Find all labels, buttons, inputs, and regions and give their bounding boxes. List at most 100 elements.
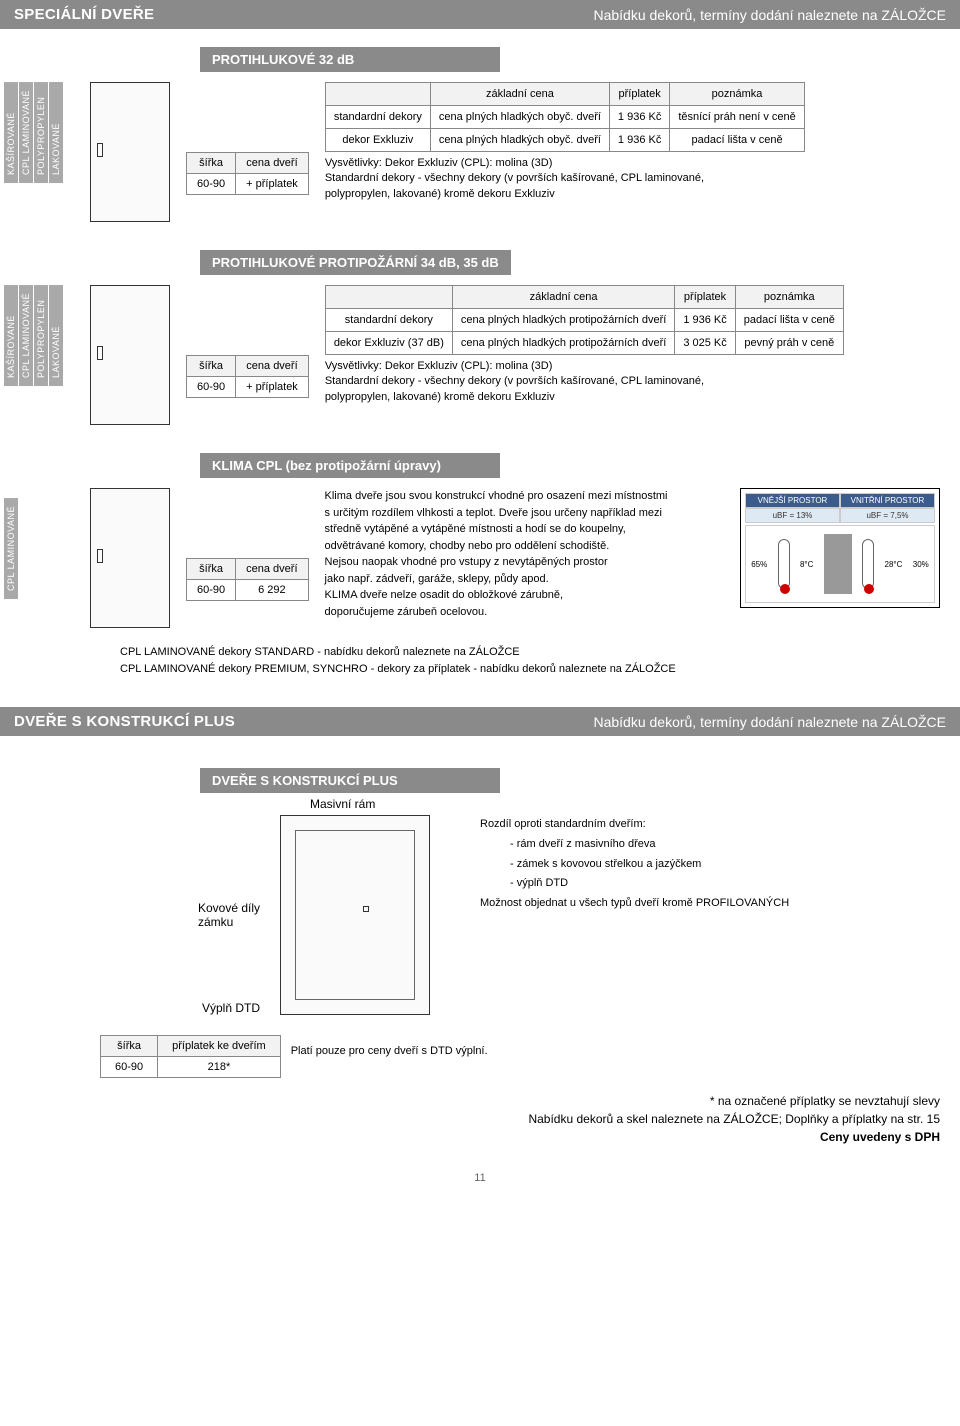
desc-line: doporučujeme zárubeň ocelovou. [325, 604, 724, 621]
cell: 60-90 [187, 174, 236, 195]
footer-line: * na označené příplatky se nevztahují sl… [20, 1092, 940, 1110]
desc-line: jako např. zádveří, garáže, sklepy, půdy… [325, 571, 724, 588]
cell: 218* [158, 1057, 281, 1078]
diagram-label: Výplň DTD [202, 1001, 260, 1015]
klima-description: Klima dveře jsou svou konstrukcí vhodné … [325, 488, 724, 620]
diagram-label: Kovové díly zámku [198, 901, 278, 930]
desc-line: středně vytápěné a vytápěné místnosti a … [325, 521, 724, 538]
diff-line: - výplň DTD [480, 874, 789, 894]
mini-table: šířkacena dveří 60-90+ příplatek [186, 152, 309, 195]
diag-value: uBF = 7,5% [840, 508, 935, 523]
cell: standardní dekory [325, 106, 430, 129]
cell: dekor Exkluziv [325, 129, 430, 152]
cell: 60-90 [187, 580, 236, 601]
cell: základní cena [452, 286, 674, 309]
cell: cena plných hladkých obyč. dveří [430, 106, 609, 129]
cell: příplatek [609, 83, 669, 106]
cell: těsnící práh není v ceně [670, 106, 804, 129]
page-title: SPECIÁLNÍ DVEŘE [14, 6, 154, 23]
desc-line: Nejsou naopak vhodné pro vstupy z nevytá… [325, 554, 724, 571]
cell: standardní dekory [325, 309, 452, 332]
vtag: LAKOVANÉ [49, 285, 63, 386]
door-icon [90, 285, 170, 425]
note-line: Vysvětlivky: Dekor Exkluziv (CPL): molin… [325, 156, 940, 171]
band-protihlukove-32: PROTIHLUKOVÉ 32 dB [200, 47, 500, 72]
notes: Vysvětlivky: Dekor Exkluziv (CPL): molin… [325, 359, 940, 405]
cell: cena plných hladkých obyč. dveří [430, 129, 609, 152]
diag-value: 8°C [800, 560, 813, 569]
section-subtitle: Nabídku dekorů, termíny dodání naleznete… [593, 714, 946, 730]
vertical-tags: KAŠÍROVANÉ CPL LAMINOVANÉ POLYPROPYLEN L… [4, 82, 63, 183]
decor-notes: CPL LAMINOVANÉ dekory STANDARD - nabídku… [120, 644, 940, 677]
plus-differences: Rozdíl oproti standardním dveřím: - rám … [480, 815, 789, 914]
cell: 1 936 Kč [609, 129, 669, 152]
cell: 1 936 Kč [675, 309, 735, 332]
price-table: základní cenapříplatekpoznámka standardn… [325, 285, 844, 355]
note-line: CPL LAMINOVANÉ dekory STANDARD - nabídku… [120, 644, 940, 661]
page-number: 11 [0, 1166, 960, 1190]
cell: cena dveří [236, 153, 309, 174]
cell: cena plných hladkých protipožárních dveř… [452, 332, 674, 355]
diff-line: Možnost objednat u všech typů dveří krom… [480, 894, 789, 914]
cell: padací lišta v ceně [670, 129, 804, 152]
band-klima: KLIMA CPL (bez protipožární úpravy) [200, 453, 500, 478]
cell: šířka [187, 153, 236, 174]
price-table: základní cenapříplatekpoznámka standardn… [325, 82, 805, 152]
vertical-tags: KAŠÍROVANÉ CPL LAMINOVANÉ POLYPROPYLEN L… [4, 285, 63, 386]
mini-table: šířkacena dveří 60-90+ příplatek [186, 355, 309, 398]
section-header-special: SPECIÁLNÍ DVEŘE Nabídku dekorů, termíny … [0, 0, 960, 29]
vtag: LAKOVANÉ [49, 82, 63, 183]
diff-heading: Rozdíl oproti standardním dveřím: [480, 815, 789, 835]
vertical-tags: CPL LAMINOVANÉ [4, 498, 18, 599]
cell: cena dveří [236, 356, 309, 377]
page-subtitle: Nabídku dekorů, termíny dodání naleznete… [593, 7, 946, 23]
note-line: Vysvětlivky: Dekor Exkluziv (CPL): molin… [325, 359, 940, 374]
cell: 60-90 [101, 1057, 158, 1078]
section-klima: CPL LAMINOVANÉ šířkacena dveří 60-906 29… [0, 488, 960, 707]
section-32db: KAŠÍROVANÉ CPL LAMINOVANÉ POLYPROPYLEN L… [0, 82, 960, 232]
note-line: polypropylen, lakované) kromě dekoru Exk… [325, 187, 940, 202]
klima-diagram: VNĚJŠÍ PROSTOR VNITŘNÍ PROSTOR uBF = 13%… [740, 488, 940, 608]
mini-table: šířkacena dveří 60-906 292 [186, 558, 309, 601]
cell: padací lišta v ceně [735, 309, 843, 332]
vtag: KAŠÍROVANÉ [4, 285, 18, 386]
vtag: POLYPROPYLEN [34, 82, 48, 183]
cell: 1 936 Kč [609, 106, 669, 129]
cell: šířka [187, 356, 236, 377]
vtag: CPL LAMINOVANÉ [4, 498, 18, 599]
cell: 60-90 [187, 377, 236, 398]
thermometer-icon [778, 539, 790, 589]
cell: základní cena [430, 83, 609, 106]
cell: + příplatek [236, 377, 309, 398]
footer-line: Ceny uvedeny s DPH [20, 1128, 940, 1146]
cell: příplatek [675, 286, 735, 309]
diag-label: VNITŘNÍ PROSTOR [840, 493, 935, 508]
diag-value: 30% [913, 560, 929, 569]
footer-line: Nabídku dekorů a skel naleznete na ZÁLOŽ… [20, 1110, 940, 1128]
cell: cena plných hladkých protipožárních dveř… [452, 309, 674, 332]
notes: Vysvětlivky: Dekor Exkluziv (CPL): molin… [325, 156, 940, 202]
cell: dekor Exkluziv (37 dB) [325, 332, 452, 355]
vtag: POLYPROPYLEN [34, 285, 48, 386]
door-diagram [280, 815, 430, 1015]
cell: pevný práh v ceně [735, 332, 843, 355]
note-line: CPL LAMINOVANÉ dekory PREMIUM, SYNCHRO -… [120, 661, 940, 678]
section-header-plus: DVEŘE S KONSTRUKCÍ PLUS Nabídku dekorů, … [0, 707, 960, 736]
vtag: KAŠÍROVANÉ [4, 82, 18, 183]
band-protihlukove-34-35: PROTIHLUKOVÉ PROTIPOŽÁRNÍ 34 dB, 35 dB [200, 250, 511, 275]
desc-line: Klima dveře jsou svou konstrukcí vhodné … [325, 488, 724, 505]
cell: cena dveří [236, 559, 308, 580]
section-34-35db: KAŠÍROVANÉ CPL LAMINOVANÉ POLYPROPYLEN L… [0, 285, 960, 435]
door-mini-icon [824, 534, 852, 594]
cell: příplatek ke dveřím [158, 1036, 281, 1057]
diag-value: 28°C [885, 560, 903, 569]
cell: poznámka [735, 286, 843, 309]
cell: šířka [101, 1036, 158, 1057]
diff-line: - rám dveří z masivního dřeva [480, 835, 789, 855]
cell: 3 025 Kč [675, 332, 735, 355]
section-title: DVEŘE S KONSTRUKCÍ PLUS [14, 713, 235, 730]
diag-label: VNĚJŠÍ PROSTOR [745, 493, 840, 508]
desc-line: odvětrávané komory, chodby nebo pro oddě… [325, 538, 724, 555]
vtag: CPL LAMINOVANÉ [19, 82, 33, 183]
door-icon [90, 82, 170, 222]
